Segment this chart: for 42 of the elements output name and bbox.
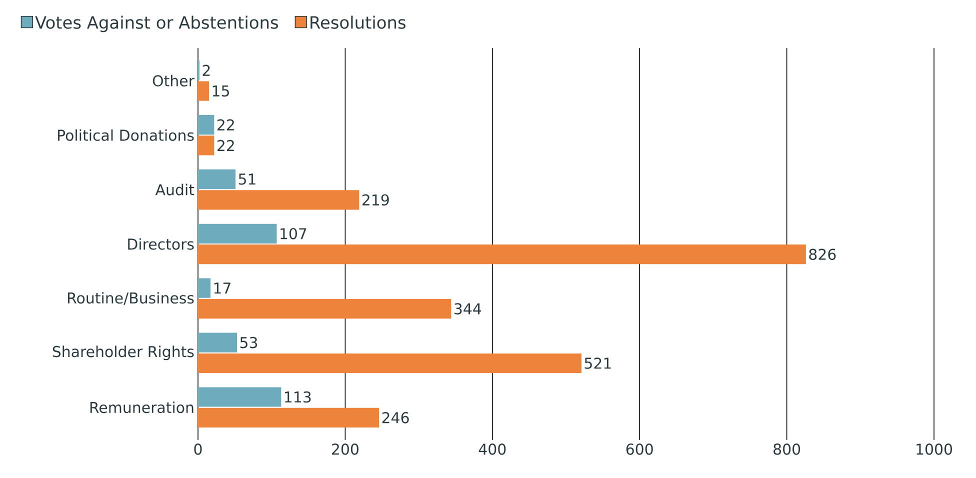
data-label: 521 [584, 358, 611, 369]
x-tick-label: 800 [774, 444, 800, 455]
bar [198, 353, 582, 374]
data-label: 51 [238, 174, 256, 185]
data-label: 2 [202, 64, 210, 76]
bar [198, 169, 236, 190]
data-label: 53 [240, 336, 258, 348]
data-label: 826 [809, 248, 836, 260]
y-tick-label: Other [152, 74, 194, 86]
x-tick-label: 600 [626, 444, 653, 455]
bar [198, 190, 360, 210]
y-tick-label: Remuneration [90, 402, 194, 414]
y-tick-label: Shareholder Rights [52, 346, 194, 360]
data-label: 344 [454, 303, 482, 314]
bar [198, 408, 380, 428]
bar [198, 332, 238, 352]
x-tick-label: 400 [478, 444, 506, 455]
data-label: 22 [217, 140, 234, 152]
data-label: 15 [212, 85, 229, 97]
bar [198, 387, 282, 407]
bar [198, 81, 210, 101]
y-tick-label: Audit [155, 184, 194, 196]
y-tick-label: Directors [128, 238, 194, 250]
data-label: 246 [382, 412, 409, 424]
bar [198, 298, 452, 319]
x-tick-label: 200 [332, 444, 358, 455]
legend-label: Resolutions [310, 16, 406, 29]
y-tick-label: Political Donations [58, 129, 194, 141]
bar [198, 224, 277, 244]
legend-label: Votes Against or Abstentions [35, 16, 278, 32]
bar [198, 244, 806, 264]
y-tick-label: Routine/Business [68, 292, 194, 305]
data-label: 17 [214, 282, 230, 294]
data-label: 107 [280, 228, 306, 240]
x-tick-label: 1000 [916, 444, 952, 455]
data-label: 22 [217, 119, 234, 130]
bar [198, 278, 211, 298]
bar [198, 136, 214, 156]
data-label: 113 [285, 391, 311, 403]
bar [198, 114, 214, 135]
data-label: 219 [362, 194, 389, 206]
x-tick-label: 0 [194, 444, 202, 455]
